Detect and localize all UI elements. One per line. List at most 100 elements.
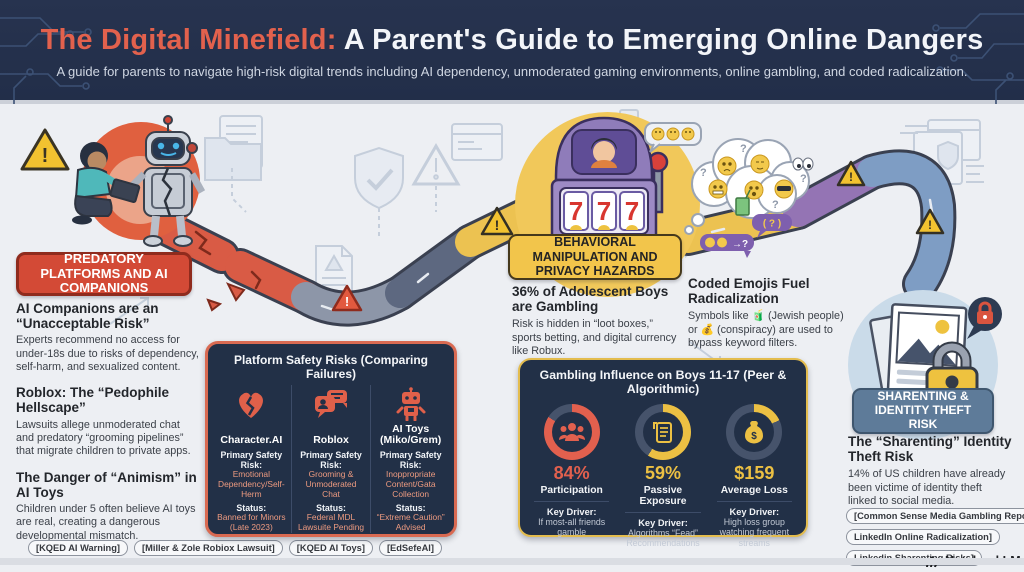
gambling-stats: 84% Participation Key Driver: If most-al… — [520, 402, 806, 549]
key-driver-value: High loss group watching frequent stream… — [719, 517, 790, 548]
platform-name: Roblox — [313, 434, 349, 447]
info-heading: Roblox: The “Pedophile Hellscape” — [16, 385, 170, 416]
coded-emojis-body: Symbols like 🧃 (Jewish people) or 💰 (con… — [688, 310, 844, 349]
platform-name: AI Toys (Miko/Grem) — [380, 422, 442, 447]
cloud-emojis: ???? — [700, 143, 814, 216]
citation-chip[interactable]: [KQED AI Toys] — [288, 540, 373, 556]
coded-message-bubbles-icon: ( ? ) →? — [700, 214, 792, 258]
predatory-platforms-badge: Predatory Platforms and AI Companions — [16, 251, 192, 296]
bottom-strip — [0, 558, 1024, 565]
page-subtitle: A guide for parents to navigate high-ris… — [56, 64, 968, 79]
svg-text:?: ? — [700, 167, 707, 179]
left-citations: [KQED AI Warning] [Miller & Zole Robiox … — [28, 540, 442, 556]
stat-value: 84% — [553, 463, 590, 483]
left-text-column: AI Companions are an “Unacceptable Risk”… — [16, 301, 200, 554]
status-value: Federal MDL Lawsuite Pending — [297, 511, 365, 532]
shield-check-icon — [354, 146, 404, 210]
stat-label: Passive Exposure — [639, 485, 687, 507]
behavioral-manipulation-badge: Behavioral Manipulation and Privacy Haza… — [508, 234, 682, 280]
svg-text:?: ? — [772, 199, 779, 211]
info-body: Experts recommend no access for under-18… — [16, 334, 199, 373]
info-item-ai-toys: The Danger of “Animism” in AI Toys Child… — [16, 470, 200, 543]
status-label: Status: — [236, 502, 267, 513]
page-title-rest: A Parent's Guide to Emerging Online Dang… — [336, 24, 984, 56]
citation-chip[interactable]: LinkedIn Online Radicalization] — [846, 529, 1000, 545]
platform-name: Character.AI — [220, 434, 283, 447]
stat-label: Average Loss — [720, 485, 788, 496]
svg-text:!: ! — [928, 218, 932, 232]
risk-value: Inoppropriate Content/Gata Collection — [385, 469, 436, 499]
stat-value: 59% — [644, 463, 681, 483]
risk-label: Primary Safety Risk: — [300, 450, 362, 470]
stat-value: $159 — [734, 463, 775, 483]
svg-text:?: ? — [800, 173, 807, 185]
svg-text:→?: →? — [732, 239, 748, 250]
left-illustration-circle — [82, 122, 200, 240]
key-driver-value: Algorithms “Fead” Recommendations — [626, 528, 700, 549]
question-marks: ???? — [700, 143, 807, 211]
gambling-heading: 36% of Adolescent Boys are Gambling — [512, 284, 669, 315]
document-warning-icon — [315, 245, 353, 295]
info-heading: The Danger of “Animism” in AI Toys — [16, 469, 197, 500]
juice-box-emoji — [735, 189, 751, 216]
browser-window-icon — [451, 123, 503, 161]
chat-icon — [297, 385, 366, 423]
gambling-panel-title: Gambling Influence on Boys 11-17 (Peer &… — [539, 368, 787, 396]
gambling-body: Risk is hidden in “loot boxes,” sports b… — [512, 318, 677, 357]
status-label: Status: — [395, 502, 426, 513]
svg-text:$: $ — [752, 431, 758, 442]
stat-average-loss: $ $159 Average Loss Key Driver: High los… — [709, 402, 800, 549]
browser-shield-icon — [900, 119, 984, 185]
citation-chip[interactable]: [Miller & Zole Robiox Lawsuit] — [134, 540, 283, 556]
average-loss-gauge: $ — [726, 404, 783, 460]
platform-safety-panel: Platform Safety Risks (Comparing Failure… — [205, 341, 457, 537]
citation-chip[interactable]: [EdSefeAI] — [378, 540, 442, 556]
citation-chip[interactable]: [KQED AI Warning] — [28, 540, 129, 556]
stat-passive-exposure: 59% Passive Exposure Key Driver: Algorit… — [617, 402, 708, 549]
svg-text:!: ! — [42, 145, 49, 167]
citation-chip[interactable]: [Common Sense Media Gambling Report] — [846, 508, 1024, 524]
warning-triangle-watermark-icon — [411, 143, 461, 186]
coded-emojis-text-block: Coded Emojis Fuel Radicalization Symbols… — [688, 276, 848, 350]
sharenting-body: 14% of US children have already been vic… — [848, 468, 1006, 507]
participation-gauge — [543, 404, 600, 460]
stat-participation: 84% Participation Key Driver: If most-al… — [526, 402, 617, 549]
people-icon — [558, 423, 585, 441]
risk-value: Emotional Dependency/Self-Herm — [218, 469, 285, 499]
risk-value: Grooming & Unmoderated Chat — [305, 469, 357, 499]
platform-columns: Character.AI Primary Safety Risk: Emotio… — [208, 385, 454, 533]
header: The Digital Minefield: A Parent's Guide … — [0, 0, 1024, 104]
emoji-cloud-icon: ???? — [684, 138, 814, 235]
status-label: Status: — [316, 502, 346, 513]
robot-icon — [376, 385, 445, 423]
risk-label: Primary Safety Risk: — [220, 450, 283, 470]
infographic-body: ! ! ! ! — [0, 104, 1024, 568]
status-value: Banned for Minors (Late 2023) — [217, 511, 286, 532]
circuit-pattern-decoration — [0, 13, 1024, 104]
info-heading: AI Companions are an “Unacceptable Risk” — [16, 301, 159, 332]
road-shard — [206, 298, 223, 312]
gambling-text-block: 36% of Adolescent Boys are Gambling Risk… — [512, 284, 682, 358]
risk-label: Primary Safety Risk: — [379, 450, 442, 470]
stat-label: Participation — [540, 485, 603, 496]
status-value: “Extreme Caution” Advised — [376, 511, 445, 532]
folder-icon — [204, 115, 263, 181]
money-bag-icon: $ — [745, 421, 764, 444]
broken-heart-icon — [217, 385, 286, 423]
key-driver-label: Key Driver: — [546, 507, 597, 517]
sharenting-heading: The “Sharenting” Identity Theft Risk — [848, 434, 1012, 465]
passive-exposure-gauge — [634, 404, 691, 460]
platform-col-roblox: Roblox Primary Safety Risk: Grooming & U… — [290, 385, 371, 533]
info-item-ai-companions: AI Companions are an “Unacceptable Risk”… — [16, 301, 200, 374]
platform-panel-title: Platform Safety Risks (Comparing Failure… — [233, 353, 429, 381]
key-driver-label: Key Driver: — [638, 518, 688, 528]
platform-col-characterai: Character.AI Primary Safety Risk: Emotio… — [212, 385, 291, 533]
svg-text:?: ? — [740, 143, 747, 155]
sharenting-text-block: The “Sharenting” Identity Theft Risk 14%… — [848, 434, 1012, 508]
svg-text:( ? ): ( ? ) — [763, 219, 781, 230]
svg-text:!: ! — [345, 294, 349, 309]
platform-col-aitoys: AI Toys (Miko/Grem) Primary Safety Risk:… — [370, 385, 450, 533]
eyes-emoji — [792, 157, 814, 171]
info-body: Children under 5 often believe AI toys a… — [16, 502, 196, 542]
